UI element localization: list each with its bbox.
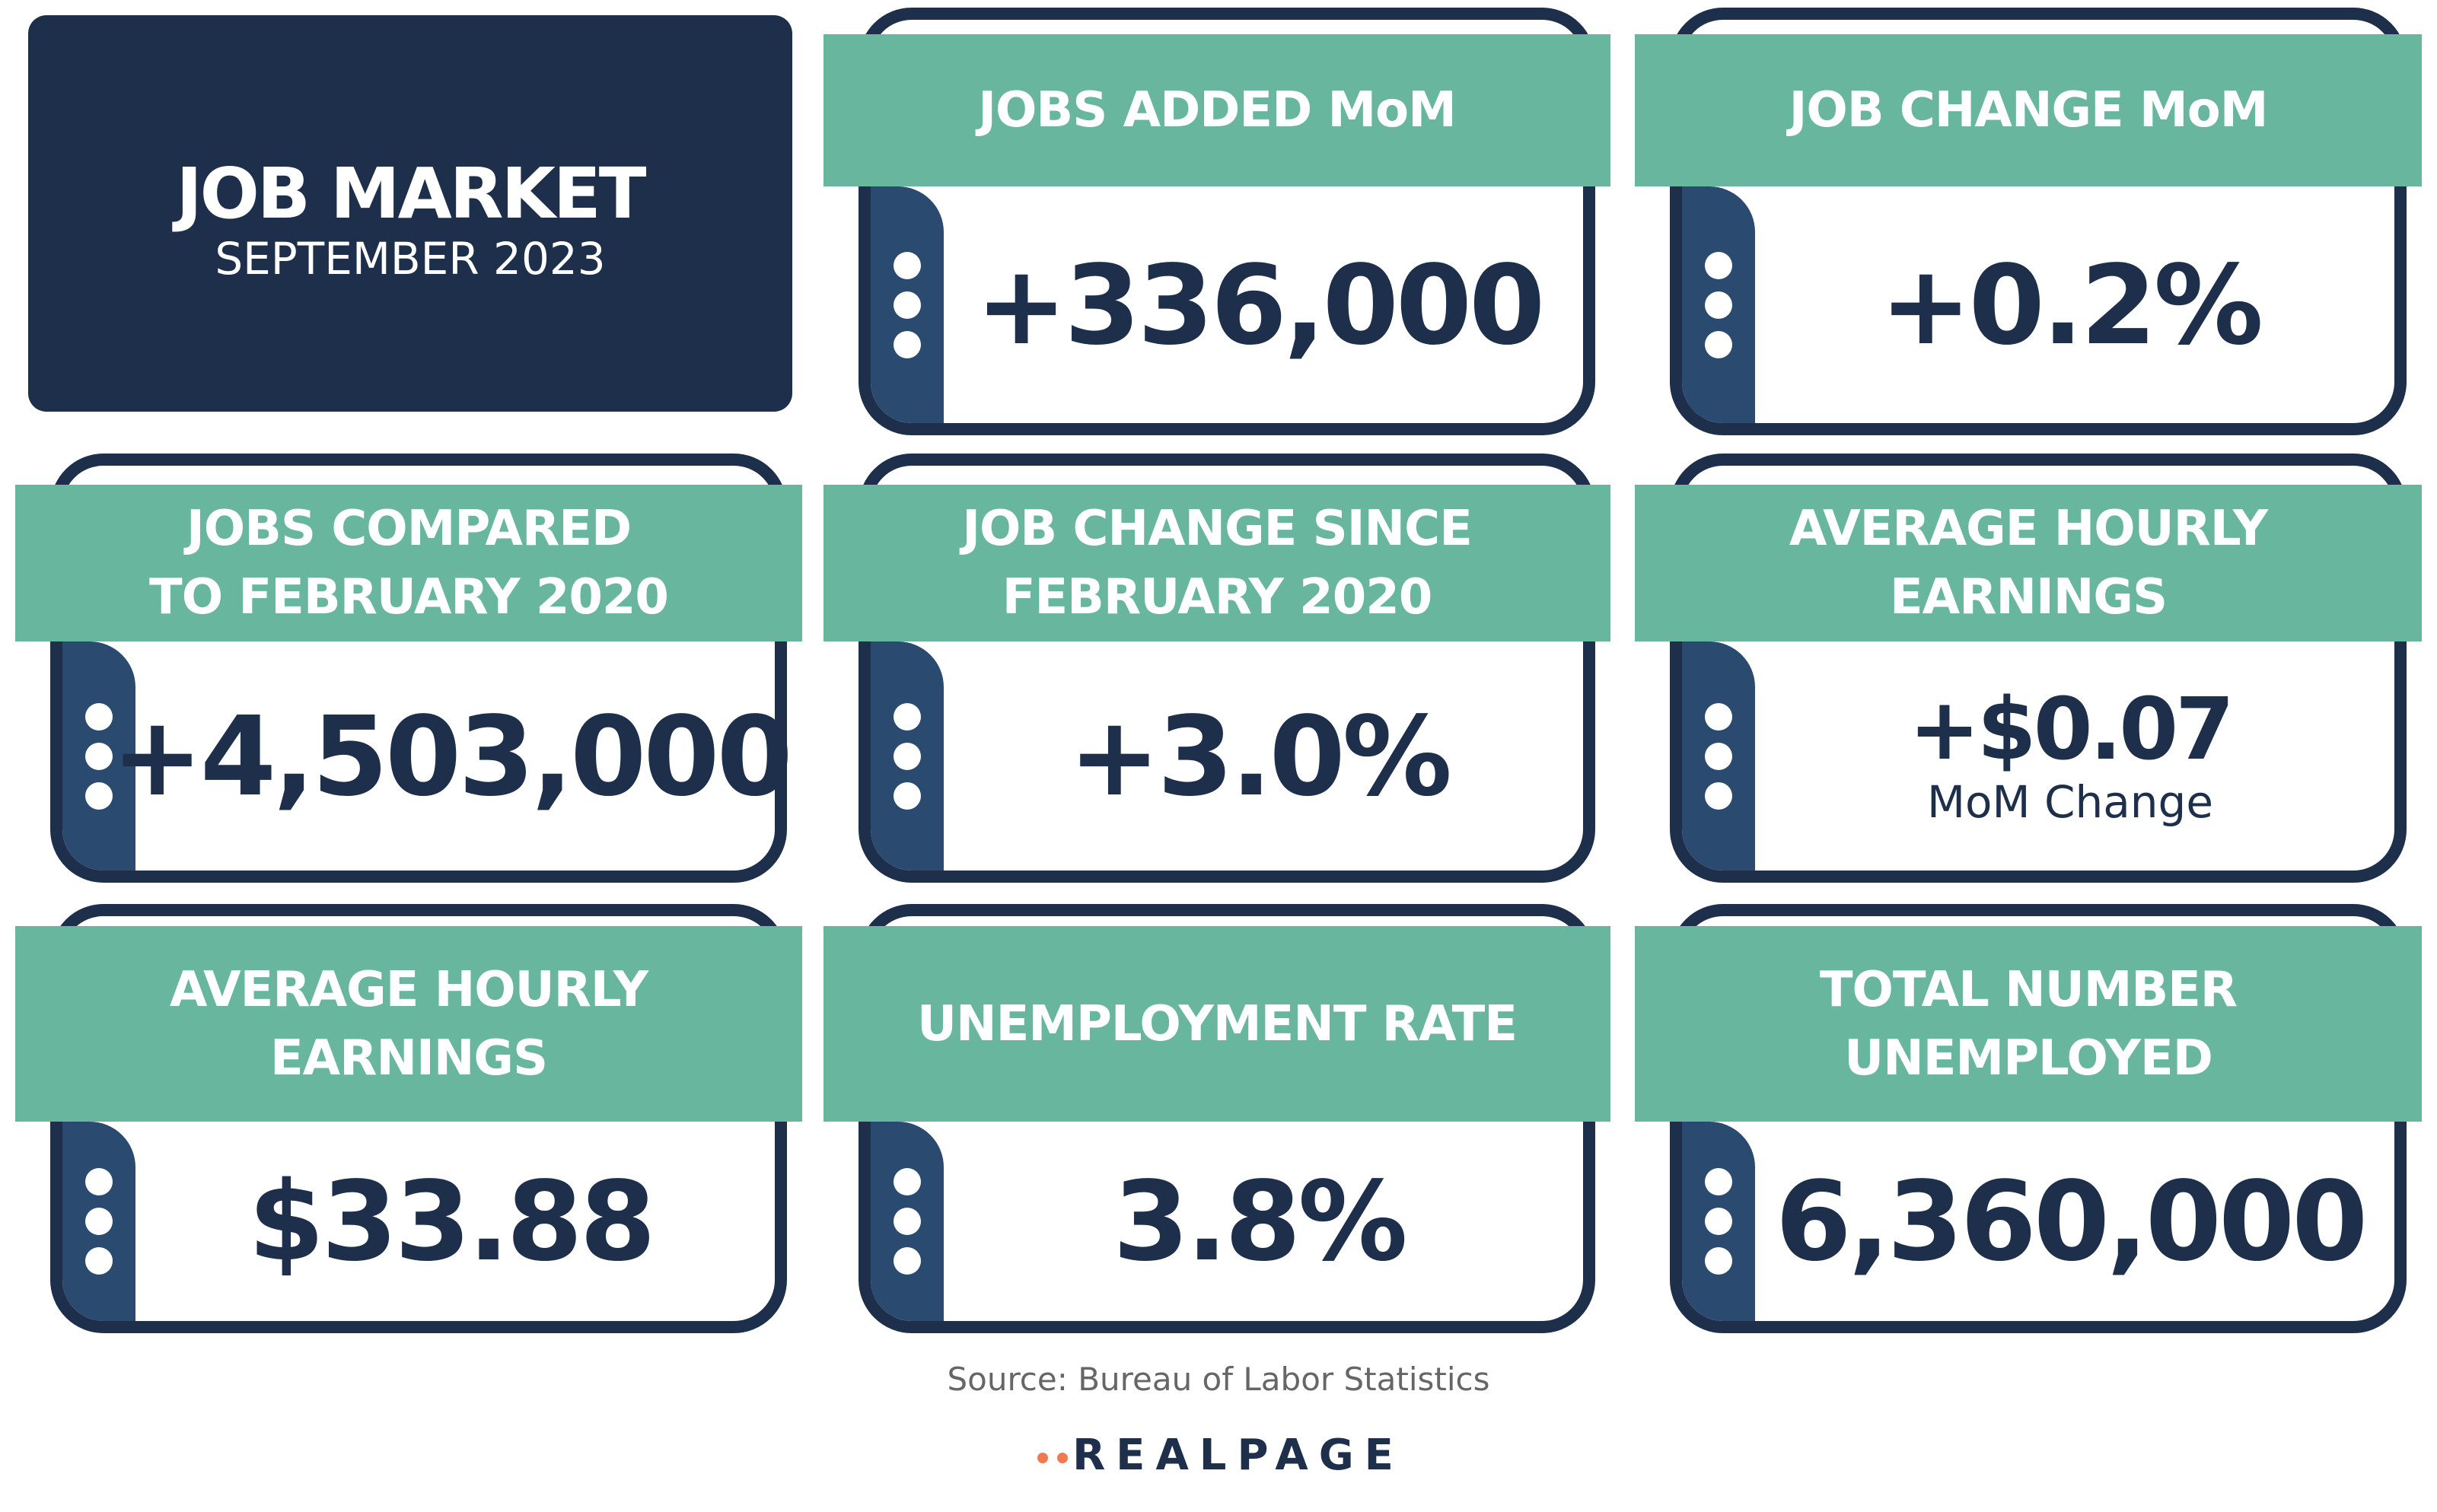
tab-dot: [1705, 251, 1732, 279]
tab-dot: [894, 781, 921, 810]
card-header: AVERAGE HOURLY EARNINGS: [1635, 485, 2422, 641]
header-title: JOB MARKET: [176, 153, 646, 234]
stat-card: JOBS COMPARED TO FEBRUARY 2020 +4,503,000: [15, 454, 802, 883]
card-value: +4,503,000: [111, 692, 792, 820]
card-value: 3.8%: [1113, 1157, 1407, 1285]
tab-dot: [85, 1247, 113, 1275]
tab-dot: [85, 1208, 113, 1235]
card-header: JOB CHANGE SINCE FEBRUARY 2020: [823, 485, 1610, 641]
card-tab: [1682, 641, 1755, 871]
source: Source: Bureau of Labor Statistics: [947, 1361, 1490, 1398]
card-value: +$0.07: [1908, 680, 2235, 779]
card-value: 6,360,000: [1775, 1157, 2369, 1285]
tab-dot: [894, 742, 921, 770]
card-value: +3.0%: [1068, 692, 1452, 820]
tab-dot: [1705, 291, 1732, 319]
tab-dot: [894, 702, 921, 731]
card-title: JOB CHANGE MoM: [1789, 82, 2269, 138]
tab-dot: [894, 1168, 921, 1195]
stat-card: AVERAGE HOURLY EARNINGS $33.88: [15, 904, 802, 1333]
card-title: TOTAL NUMBER: [1819, 961, 2238, 1018]
card-title: JOB CHANGE SINCE: [962, 501, 1473, 557]
card-title: UNEMPLOYMENT RATE: [917, 995, 1518, 1052]
card-title: JOBS COMPARED: [186, 501, 632, 557]
tab-dot: [894, 251, 921, 279]
tab-dot: [894, 1208, 921, 1235]
card-tab: [871, 186, 944, 423]
stat-card: JOB CHANGE MoM +0.2%: [1635, 8, 2422, 435]
card-title: EARNINGS: [1889, 569, 2168, 625]
card-title: TO FEBRUARY 2020: [149, 569, 669, 625]
card-title: AVERAGE HOURLY: [1789, 501, 2268, 557]
card-header: UNEMPLOYMENT RATE: [823, 926, 1610, 1122]
card-title: FEBRUARY 2020: [1002, 569, 1433, 625]
tab-dot: [85, 742, 113, 770]
card-title: AVERAGE HOURLY: [169, 961, 648, 1018]
stat-card: JOBS ADDED MoM +336,000: [823, 8, 1610, 435]
tab-dot: [894, 1247, 921, 1275]
card-header: JOBS COMPARED TO FEBRUARY 2020: [15, 485, 802, 641]
tab-dot: [1705, 781, 1732, 810]
tab-dot: [85, 781, 113, 810]
card-header: TOTAL NUMBER UNEMPLOYED: [1635, 926, 2422, 1122]
tab-dot: [85, 1168, 113, 1195]
tab-dot: [1705, 742, 1732, 770]
card-header: AVERAGE HOURLY EARNINGS: [15, 926, 802, 1122]
card-value-area: +336,000: [938, 186, 1580, 423]
tab-dot: [1705, 1168, 1732, 1195]
header-card: JOB MARKET SEPTEMBER 2023: [28, 15, 792, 412]
logo-dot: [1037, 1452, 1049, 1463]
card-tab: [1682, 186, 1755, 423]
card-tab: [871, 1122, 944, 1321]
card-header: JOB CHANGE MoM: [1635, 34, 2422, 186]
header-subtitle: SEPTEMBER 2023: [215, 233, 606, 285]
card-tab: [62, 1122, 135, 1321]
card-value-area: $33.88: [129, 1122, 772, 1321]
card-value: +0.2%: [1879, 240, 2263, 369]
tab-dot: [894, 330, 921, 358]
logo-text: REALPAGE: [1072, 1431, 1404, 1480]
logo: REALPAGE: [0, 1431, 2437, 1480]
stat-card: JOB CHANGE SINCE FEBRUARY 2020 +3.0%: [823, 454, 1610, 883]
card-tab: [871, 641, 944, 871]
card-title: UNEMPLOYED: [1844, 1030, 2213, 1087]
card-value-area: +3.0%: [938, 641, 1580, 871]
stat-card: AVERAGE HOURLY EARNINGS +$0.07 MoM Change: [1635, 454, 2422, 883]
card-value-area: +0.2%: [1749, 186, 2391, 423]
tab-dot: [85, 702, 113, 731]
card-value-area: 6,360,000: [1749, 1122, 2391, 1321]
card-value-area: +4,503,000: [111, 641, 792, 871]
card-value-area: +$0.07 MoM Change: [1749, 641, 2391, 871]
card-tab: [1682, 1122, 1755, 1321]
tab-dot: [1705, 1247, 1732, 1275]
card-title: JOBS ADDED MoM: [978, 82, 1457, 138]
card-value-area: 3.8%: [938, 1122, 1580, 1321]
card-tab: [62, 641, 135, 871]
card-value: $33.88: [248, 1157, 656, 1285]
tab-dot: [1705, 330, 1732, 358]
stat-card: TOTAL NUMBER UNEMPLOYED 6,360,000: [1635, 904, 2422, 1333]
tab-dot: [1705, 702, 1732, 731]
card-value: +336,000: [975, 240, 1546, 369]
stat-card: UNEMPLOYMENT RATE 3.8%: [823, 904, 1610, 1333]
card-header: JOBS ADDED MoM: [823, 34, 1610, 186]
logo-dot: [1057, 1452, 1069, 1463]
card-title: EARNINGS: [269, 1030, 548, 1087]
card-note: MoM Change: [1926, 775, 2214, 828]
tab-dot: [894, 291, 921, 319]
tab-dot: [1705, 1208, 1732, 1235]
